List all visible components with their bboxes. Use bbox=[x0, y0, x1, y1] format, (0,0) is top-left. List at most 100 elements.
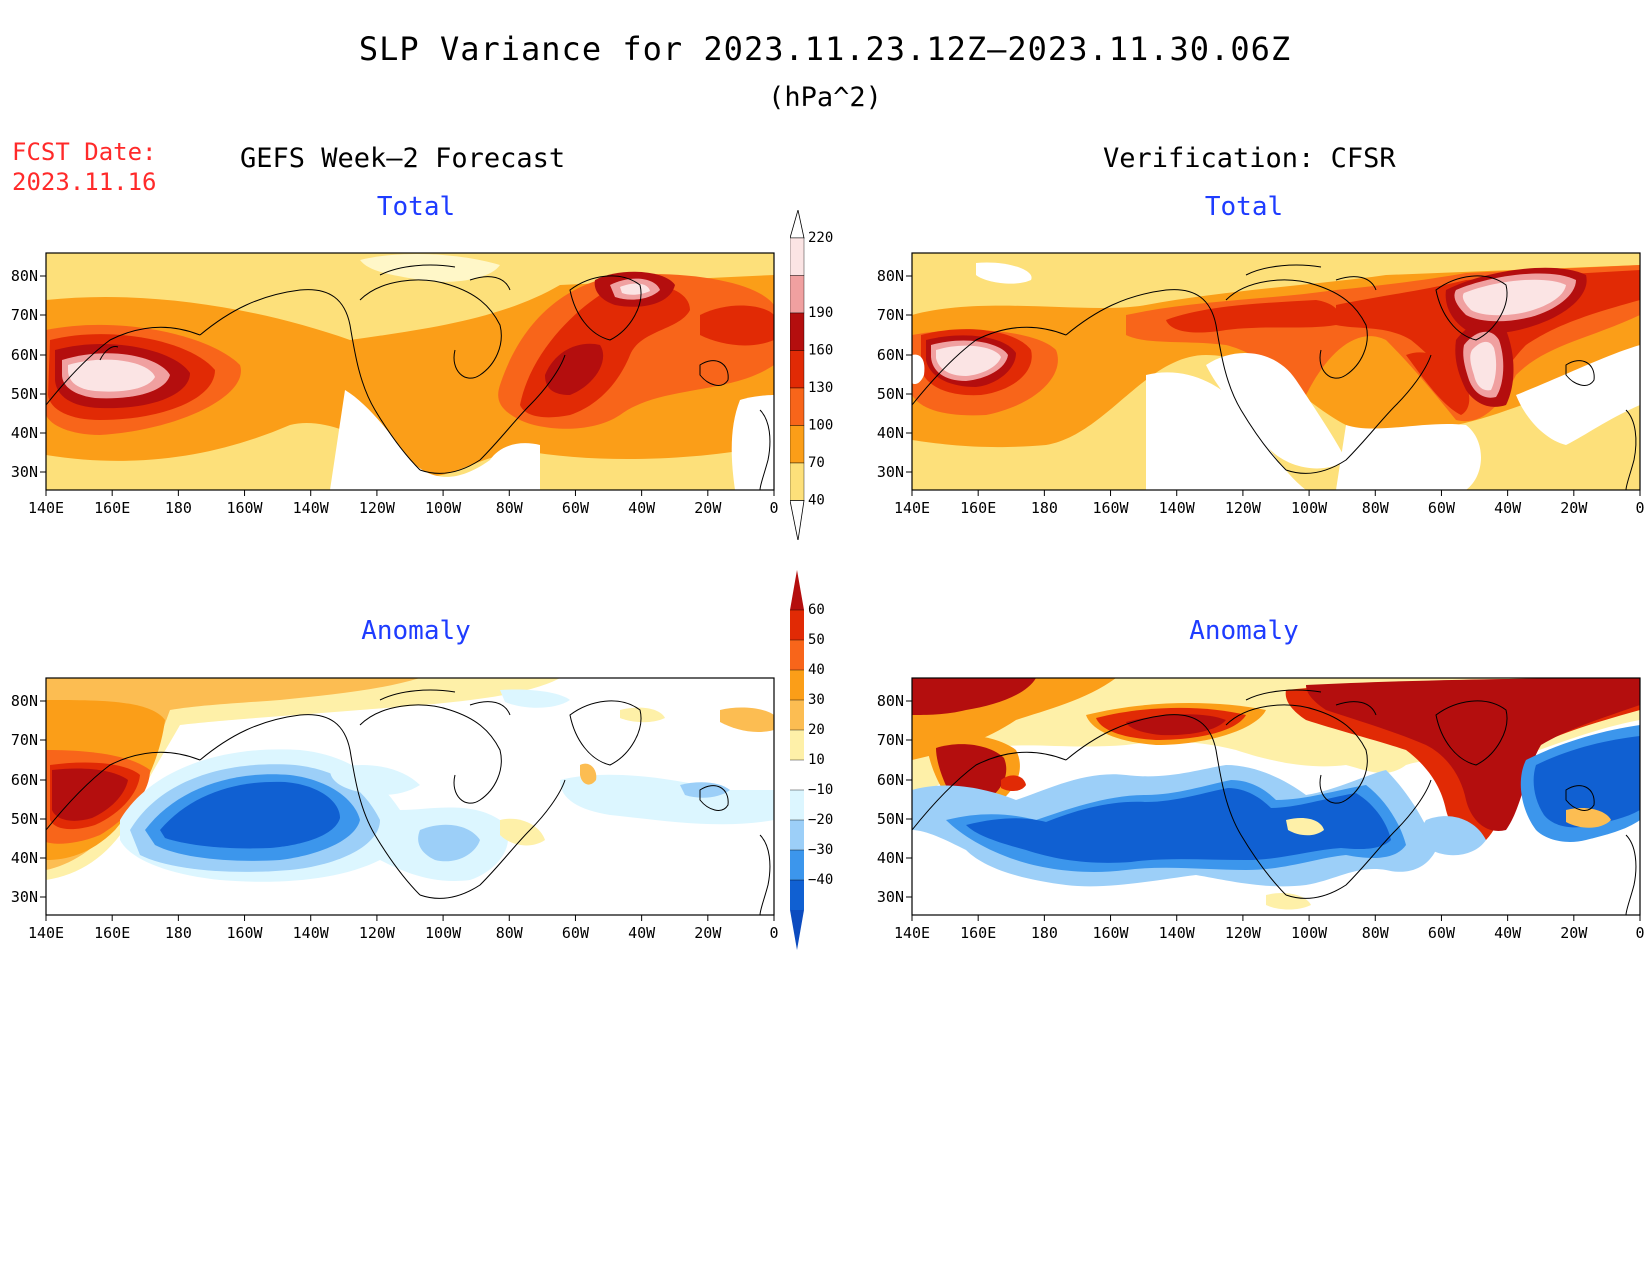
lon-tick-label: 0 bbox=[1635, 924, 1644, 942]
lat-tick-label: 70N bbox=[11, 731, 38, 749]
forecast-anomaly-map: 80N 70N 60N 50N 40N 30N 140E 160E 180 160W 140W 120… bbox=[0, 670, 790, 955]
colorbar-swatch bbox=[789, 312, 805, 351]
colorbar-tick-label: −40 bbox=[808, 872, 833, 888]
lon-tick-label: 0 bbox=[769, 924, 778, 942]
lon-tick-label: 20W bbox=[694, 499, 722, 517]
units-label: (hPa^2) bbox=[768, 82, 882, 113]
colorbar-tick-label: 20 bbox=[808, 722, 825, 738]
forecast-date-value: 2023.11.16 bbox=[12, 168, 157, 196]
lon-tick-label: 160E bbox=[94, 924, 130, 942]
lon-tick-label: 80W bbox=[1362, 924, 1390, 942]
lon-tick-label: 120W bbox=[359, 924, 396, 942]
lon-tick-label: 140W bbox=[293, 499, 330, 517]
lon-tick-label: 140W bbox=[1159, 499, 1196, 517]
lat-tick-label: 70N bbox=[877, 306, 904, 324]
colorbar-swatch bbox=[790, 820, 804, 850]
lon-tick-label: 60W bbox=[562, 924, 590, 942]
lon-tick-label: 20W bbox=[1560, 499, 1588, 517]
lon-tick-label: 100W bbox=[1291, 924, 1328, 942]
lon-tick-label: 180 bbox=[1031, 924, 1058, 942]
colorbar-swatch bbox=[789, 350, 805, 389]
lat-tick-label: 30N bbox=[877, 463, 904, 481]
lon-tick-label: 140E bbox=[894, 499, 930, 517]
lat-tick-label: 40N bbox=[877, 849, 904, 867]
lat-tick-label: 80N bbox=[877, 692, 904, 710]
lat-tick-label: 40N bbox=[877, 424, 904, 442]
colorbar-swatch bbox=[790, 670, 804, 700]
lon-tick-label: 160W bbox=[226, 499, 263, 517]
lon-tick-label: 80W bbox=[1362, 499, 1390, 517]
anomaly-colorbar: 60 50 40 30 20 10 −10 −20 −30 −40 bbox=[790, 570, 860, 1024]
lat-tick-label: 60N bbox=[877, 346, 904, 364]
total-colorbar: 220 190 160 130 100 70 40 bbox=[789, 209, 860, 544]
lon-tick-label: 180 bbox=[165, 924, 192, 942]
colorbar-swatch bbox=[790, 610, 804, 640]
lon-tick-label: 40W bbox=[1494, 924, 1522, 942]
colorbar-swatch bbox=[789, 425, 805, 464]
colorbar-swatch bbox=[790, 700, 804, 730]
colorbar-max-arrow bbox=[790, 570, 804, 610]
lat-tick-label: 50N bbox=[11, 385, 38, 403]
lon-tick-label: 0 bbox=[1635, 499, 1644, 517]
verification-anomaly-map: 80N 70N 60N 50N 40N 30N 140E 160E 180 160W 140W 120… bbox=[866, 670, 1650, 955]
top-right-panel-title: Total bbox=[1204, 192, 1284, 222]
colorbar-tick-label: 50 bbox=[808, 632, 825, 648]
lon-tick-label: 120W bbox=[359, 499, 396, 517]
lon-tick-label: 60W bbox=[562, 499, 590, 517]
verification-total-map: 80N 70N 60N 50N 40N 30N 140E 160E 180 160W 140W 120… bbox=[866, 245, 1650, 530]
lat-tick-label: 50N bbox=[11, 810, 38, 828]
colorbar-tick-label: 10 bbox=[808, 752, 825, 768]
lat-tick-label: 30N bbox=[11, 463, 38, 481]
colorbar-tick-label: 190 bbox=[808, 305, 833, 321]
lon-tick-label: 60W bbox=[1428, 924, 1456, 942]
lon-tick-label: 120W bbox=[1225, 924, 1262, 942]
verification-column-header: Verification: CFSR bbox=[1103, 143, 1396, 174]
lon-tick-label: 140W bbox=[1159, 924, 1196, 942]
lat-tick-label: 60N bbox=[11, 346, 38, 364]
colorbar-swatch bbox=[790, 640, 804, 670]
colorbar-max-arrow bbox=[789, 209, 805, 239]
lat-tick-label: 40N bbox=[11, 424, 38, 442]
lon-tick-label: 40W bbox=[1494, 499, 1522, 517]
lon-tick-label: 40W bbox=[628, 924, 656, 942]
lon-tick-label: 160E bbox=[960, 499, 996, 517]
colorbar-tick-label: 130 bbox=[808, 380, 833, 396]
lon-tick-label: 140E bbox=[28, 499, 64, 517]
colorbar-tick-label: 40 bbox=[808, 662, 825, 678]
colorbar-swatch bbox=[789, 462, 805, 501]
colorbar-tick-label: 220 bbox=[808, 230, 833, 246]
lat-tick-label: 70N bbox=[11, 306, 38, 324]
lon-tick-label: 80W bbox=[496, 499, 524, 517]
lat-tick-label: 80N bbox=[11, 267, 38, 285]
lat-tick-label: 40N bbox=[11, 849, 38, 867]
colorbar-tick-label: 100 bbox=[808, 418, 833, 434]
lon-tick-label: 160E bbox=[960, 924, 996, 942]
lat-tick-label: 50N bbox=[877, 810, 904, 828]
colorbar-tick-label: 30 bbox=[808, 692, 825, 708]
colorbar-swatch bbox=[790, 760, 804, 790]
lon-tick-label: 120W bbox=[1225, 499, 1262, 517]
colorbar-tick-label: 40 bbox=[808, 493, 825, 509]
forecast-date-label: FCST Date: bbox=[12, 138, 157, 166]
lat-tick-label: 30N bbox=[877, 888, 904, 906]
colorbar-tick-label: 160 bbox=[808, 343, 833, 359]
lon-tick-label: 160E bbox=[94, 499, 130, 517]
lon-tick-label: 100W bbox=[425, 924, 462, 942]
colorbar-swatch bbox=[790, 790, 804, 820]
lon-tick-label: 20W bbox=[694, 924, 722, 942]
colorbar-tick-label: −10 bbox=[808, 782, 833, 798]
lon-tick-label: 140W bbox=[293, 924, 330, 942]
lat-tick-label: 30N bbox=[11, 888, 38, 906]
colorbar-min-arrow bbox=[789, 500, 805, 541]
forecast-column-header: GEFS Week–2 Forecast bbox=[240, 143, 566, 174]
colorbar-swatch bbox=[790, 850, 804, 880]
colorbar-swatch bbox=[790, 880, 804, 910]
lon-tick-label: 80W bbox=[496, 924, 524, 942]
colorbar-swatch bbox=[789, 237, 805, 276]
lon-tick-label: 140E bbox=[894, 924, 930, 942]
lon-tick-label: 100W bbox=[425, 499, 462, 517]
lon-tick-label: 40W bbox=[628, 499, 656, 517]
colorbar-tick-label: −30 bbox=[808, 842, 833, 858]
map-title: SLP Variance for 2023.11.23.12Z–2023.11.… bbox=[358, 30, 1292, 68]
bottom-left-panel-title: Anomaly bbox=[361, 616, 471, 646]
